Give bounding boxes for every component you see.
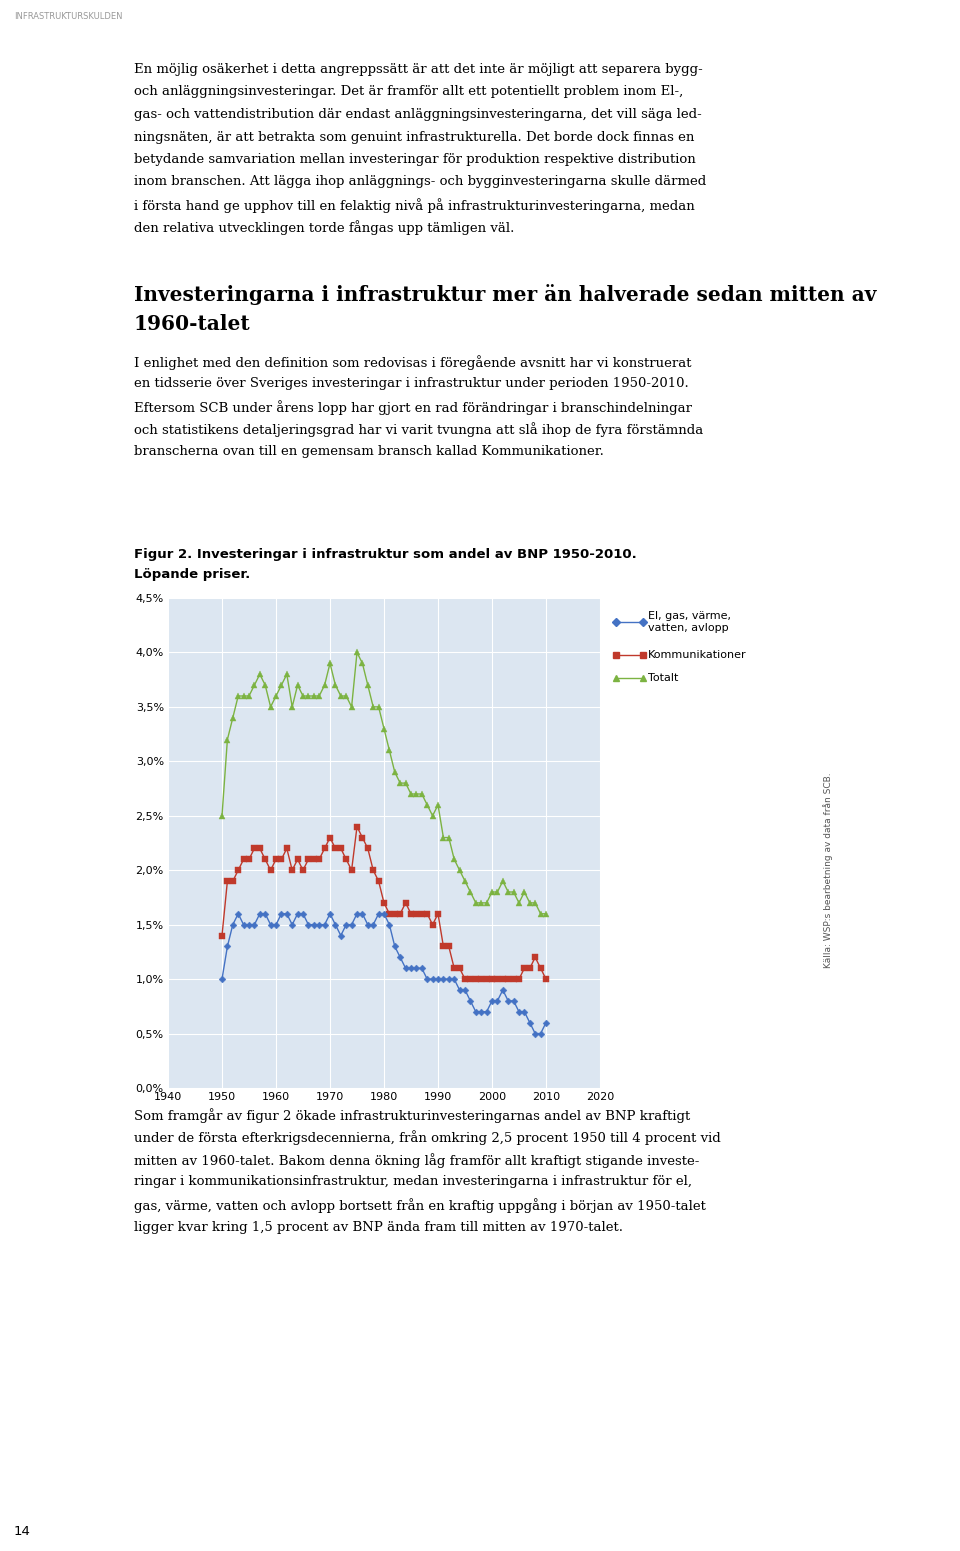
Text: En möjlig osäkerhet i detta angreppssätt är att det inte är möjligt att separera: En möjlig osäkerhet i detta angreppssätt… [134, 64, 703, 76]
Text: branscherna ovan till en gemensam bransch kallad Kommunikationer.: branscherna ovan till en gemensam bransc… [134, 445, 604, 458]
Text: Kommunikationer: Kommunikationer [648, 650, 747, 661]
Text: ningsnäten, är att betrakta som genuint infrastrukturella. Det borde dock finnas: ningsnäten, är att betrakta som genuint … [134, 130, 694, 144]
Text: Figur 2. Investeringar i infrastruktur som andel av BNP 1950-2010.: Figur 2. Investeringar i infrastruktur s… [134, 548, 636, 561]
Text: och anläggningsinvesteringar. Det är framför allt ett potentiellt problem inom E: och anläggningsinvesteringar. Det är fra… [134, 85, 684, 99]
Text: ligger kvar kring 1,5 procent av BNP ända fram till mitten av 1970-talet.: ligger kvar kring 1,5 procent av BNP änd… [134, 1221, 623, 1233]
Text: inom branschen. Att lägga ihop anläggnings- och bygginvesteringarna skulle därme: inom branschen. Att lägga ihop anläggnin… [134, 175, 707, 189]
Text: Som framgår av figur 2 ökade infrastrukturinvesteringarnas andel av BNP kraftigt: Som framgår av figur 2 ökade infrastrukt… [134, 1107, 690, 1123]
Text: under de första efterkrigsdecennierna, från omkring 2,5 procent 1950 till 4 proc: under de första efterkrigsdecennierna, f… [134, 1131, 721, 1145]
Text: I enlighet med den definition som redovisas i föregående avsnitt har vi konstrue: I enlighet med den definition som redovi… [134, 355, 691, 369]
Text: mitten av 1960-talet. Bakom denna ökning låg framför allt kraftigt stigande inve: mitten av 1960-talet. Bakom denna ökning… [134, 1152, 700, 1168]
Text: El, gas, värme,
vatten, avlopp: El, gas, värme, vatten, avlopp [648, 611, 731, 633]
Text: Investeringarna i infrastruktur mer än halverade sedan mitten av: Investeringarna i infrastruktur mer än h… [134, 284, 876, 306]
Text: Totalt: Totalt [648, 673, 679, 682]
Text: gas, värme, vatten och avlopp bortsett från en kraftig uppgång i början av 1950-: gas, värme, vatten och avlopp bortsett f… [134, 1197, 706, 1213]
Text: gas- och vattendistribution där endast anläggningsinvesteringarna, det vill säga: gas- och vattendistribution där endast a… [134, 109, 702, 121]
Text: i första hand ge upphov till en felaktig nivå på infrastrukturinvesteringarna, m: i första hand ge upphov till en felaktig… [134, 199, 695, 212]
Text: INFRASTRUKTURSKULDEN: INFRASTRUKTURSKULDEN [14, 12, 123, 22]
Text: ringar i kommunikationsinfrastruktur, medan investeringarna i infrastruktur för : ringar i kommunikationsinfrastruktur, me… [134, 1176, 692, 1188]
Text: den relativa utvecklingen torde fångas upp tämligen väl.: den relativa utvecklingen torde fångas u… [134, 220, 515, 236]
Text: en tidsserie över Sveriges investeringar i infrastruktur under perioden 1950-201: en tidsserie över Sveriges investeringar… [134, 377, 688, 391]
Text: 14: 14 [14, 1525, 31, 1539]
Text: Löpande priser.: Löpande priser. [134, 568, 251, 582]
Text: och statistikens detaljeringsgrad har vi varit tvungna att slå ihop de fyra förs: och statistikens detaljeringsgrad har vi… [134, 422, 704, 437]
Text: 1960-talet: 1960-talet [134, 313, 251, 333]
Text: Källa: WSP:s bearbetning av data från SCB.: Källa: WSP:s bearbetning av data från SC… [823, 772, 833, 968]
Text: betydande samvariation mellan investeringar för produktion respektive distributi: betydande samvariation mellan investerin… [134, 154, 696, 166]
Text: Eftersom SCB under årens lopp har gjort en rad förändringar i branschindelningar: Eftersom SCB under årens lopp har gjort … [134, 400, 692, 414]
